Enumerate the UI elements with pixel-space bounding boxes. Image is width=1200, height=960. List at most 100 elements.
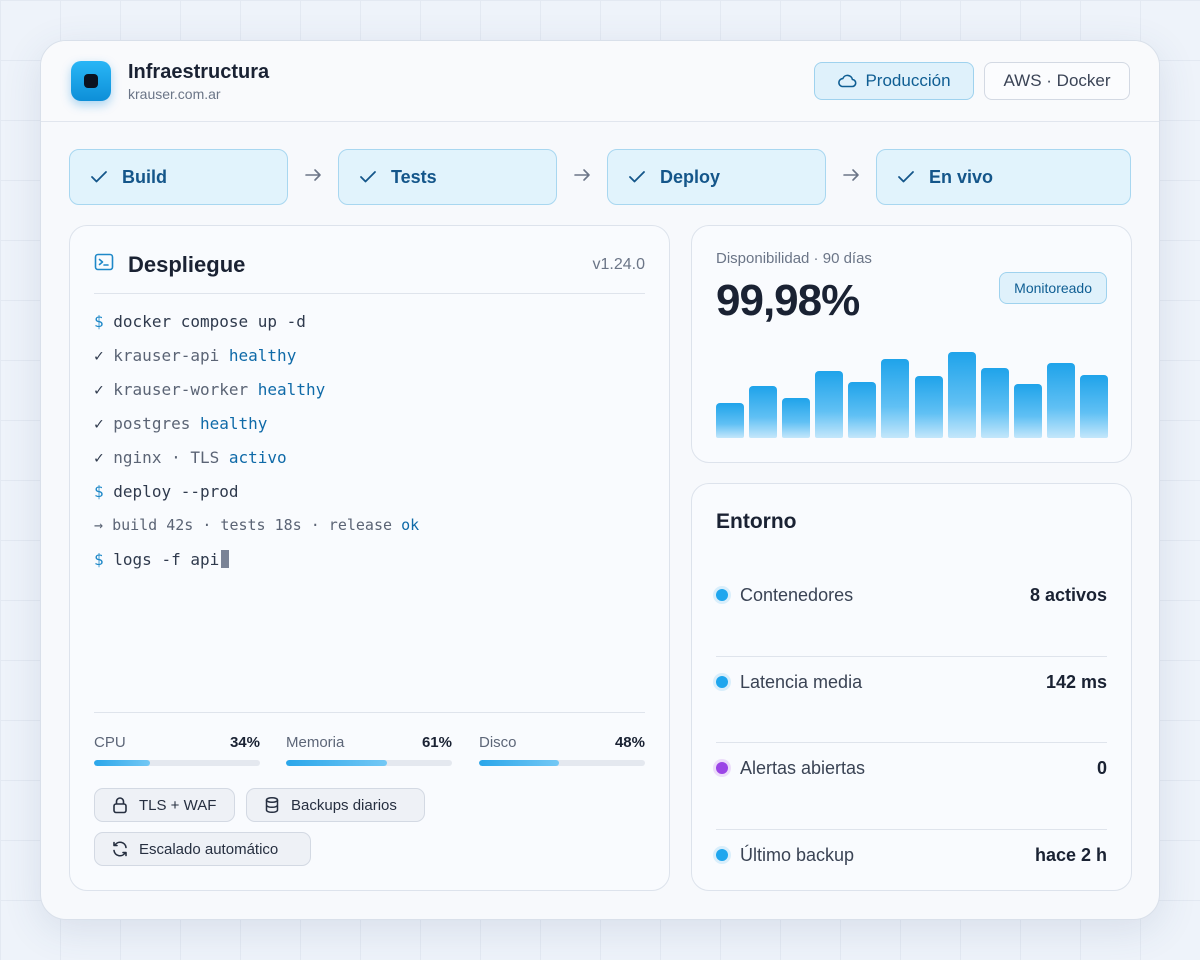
pipeline-step-label: Tests bbox=[391, 166, 437, 187]
availability-bar bbox=[980, 368, 1009, 438]
app-title: Infraestructura bbox=[128, 61, 270, 83]
pipeline-step-label: Build bbox=[122, 166, 167, 187]
env-row-alerts: Alertas abiertas 0 bbox=[716, 748, 1107, 788]
environment-panel: Entorno Contenedores 8 activos Latencia … bbox=[691, 483, 1132, 891]
terminal-text: krauser-worker bbox=[113, 380, 249, 399]
terminal-line: ✓ krauser-worker healthy bbox=[94, 380, 325, 399]
refresh-icon bbox=[113, 841, 127, 857]
pipeline-step-label: En vivo bbox=[929, 166, 994, 187]
meter-label-disk: Disco bbox=[479, 734, 517, 751]
check-icon bbox=[898, 171, 914, 183]
meter-bar-disk bbox=[479, 760, 645, 766]
stack-badge[interactable]: AWS · Docker bbox=[984, 62, 1130, 100]
terminal-line: → build 42s · tests 18s · release ok bbox=[94, 516, 419, 534]
meter-value-cpu: 34% bbox=[229, 734, 260, 751]
availability-bar bbox=[914, 376, 943, 438]
terminal-text: logs -f api bbox=[113, 550, 220, 569]
terminal-cursor bbox=[221, 550, 230, 568]
arrow-right-icon bbox=[305, 169, 321, 181]
pipeline-step-label: Deploy bbox=[660, 166, 721, 187]
terminal-text: docker compose up -d bbox=[113, 312, 306, 331]
meter-fill-disk bbox=[479, 760, 559, 766]
terminal-status: activo bbox=[228, 448, 287, 467]
availability-bar bbox=[1013, 383, 1042, 438]
env-row-value: 8 activos bbox=[1029, 584, 1107, 605]
meter-bar-memory bbox=[286, 760, 452, 766]
chip-backups[interactable]: Backups diarios bbox=[246, 788, 425, 822]
check-icon bbox=[91, 171, 107, 183]
pipeline-step-deploy[interactable]: Deploy bbox=[607, 149, 826, 205]
status-dot bbox=[716, 849, 728, 861]
terminal-text: postgres bbox=[113, 414, 191, 433]
terminal-line: ✓ krauser-api healthy bbox=[94, 346, 296, 365]
env-row-label: Último backup bbox=[740, 844, 855, 865]
cloud-icon bbox=[838, 74, 857, 88]
terminal-text: deploy --prod bbox=[113, 482, 239, 501]
availability-bar bbox=[716, 403, 744, 438]
availability-bar bbox=[782, 397, 811, 438]
meter-label-memory: Memoria bbox=[286, 734, 345, 751]
environment-badge[interactable]: Producción bbox=[814, 62, 974, 100]
terminal-status: healthy bbox=[257, 380, 326, 399]
env-row-value: 142 ms bbox=[1045, 671, 1107, 692]
availability-bar bbox=[848, 381, 877, 438]
terminal-arrow: → bbox=[94, 516, 104, 534]
terminal-check: ✓ bbox=[94, 414, 104, 433]
terminal-line: $ docker compose up -d bbox=[94, 312, 306, 331]
arrow-right-icon bbox=[843, 169, 859, 181]
availability-bar bbox=[947, 351, 976, 438]
status-dot bbox=[716, 676, 728, 688]
terminal-line: ✓ postgres healthy bbox=[94, 414, 267, 433]
env-row-label: Alertas abiertas bbox=[740, 757, 866, 778]
env-row-containers: Contenedores 8 activos bbox=[716, 575, 1107, 615]
terminal-prompt: $ bbox=[94, 550, 104, 569]
meter-fill-memory bbox=[286, 760, 388, 766]
deploy-title: Despliegue bbox=[128, 252, 246, 277]
environment-title: Entorno bbox=[716, 510, 797, 533]
chip-tls-waf[interactable]: TLS + WAF bbox=[94, 788, 235, 822]
availability-bar bbox=[815, 370, 844, 438]
app-domain: krauser.com.ar bbox=[128, 86, 221, 102]
availability-bar bbox=[1080, 374, 1108, 438]
pipeline-step-tests[interactable]: Tests bbox=[338, 149, 557, 205]
terminal-prompt: $ bbox=[94, 312, 104, 331]
env-row-label: Latencia media bbox=[740, 671, 863, 692]
stack-badge-label: AWS · Docker bbox=[1003, 71, 1111, 90]
chip-autoscaling[interactable]: Escalado automático bbox=[94, 832, 311, 866]
terminal-prompt: $ bbox=[94, 482, 104, 501]
chip-label: Escalado automático bbox=[139, 840, 279, 858]
status-dot bbox=[716, 589, 728, 601]
availability-value: 99,98% bbox=[716, 276, 860, 325]
header: Infraestructura krauser.com.ar Producció… bbox=[41, 41, 1159, 122]
availability-bar bbox=[1046, 362, 1075, 438]
env-row-label: Contenedores bbox=[740, 584, 854, 605]
check-icon bbox=[629, 171, 645, 183]
terminal-check: ✓ bbox=[94, 346, 104, 365]
check-icon bbox=[360, 171, 376, 183]
pipeline-step-build[interactable]: Build bbox=[69, 149, 288, 205]
deploy-version: v1.24.0 bbox=[592, 256, 645, 273]
monitored-badge[interactable]: Monitoreado bbox=[999, 272, 1107, 304]
availability-bar bbox=[881, 358, 910, 438]
environment-badge-label: Producción bbox=[865, 71, 951, 90]
env-row-value: 0 bbox=[1096, 757, 1107, 778]
terminal-check: ✓ bbox=[94, 380, 104, 399]
arrow-right-icon bbox=[574, 169, 590, 181]
pipeline-step-live[interactable]: En vivo bbox=[876, 149, 1131, 205]
chip-label: Backups diarios bbox=[291, 796, 397, 814]
meter-value-memory: 61% bbox=[421, 734, 452, 751]
chip-label: TLS + WAF bbox=[139, 796, 217, 814]
availability-bar-chart bbox=[716, 346, 1108, 438]
availability-panel: Disponibilidad · 90 días 99,98% Monitore… bbox=[691, 225, 1132, 463]
terminal-icon bbox=[94, 253, 114, 271]
terminal-text: nginx · TLS bbox=[113, 448, 220, 467]
terminal-status: ok bbox=[401, 516, 420, 534]
availability-label: Disponibilidad · 90 días bbox=[716, 250, 872, 267]
availability-bar bbox=[749, 385, 778, 438]
terminal-line: $ logs -f api bbox=[94, 550, 230, 569]
terminal-text: build 42s · tests 18s · release bbox=[112, 516, 393, 534]
terminal-status: healthy bbox=[228, 346, 297, 365]
env-row-latency: Latencia media 142 ms bbox=[716, 662, 1107, 702]
meter-bar-cpu bbox=[94, 760, 260, 766]
lock-icon bbox=[113, 797, 127, 814]
